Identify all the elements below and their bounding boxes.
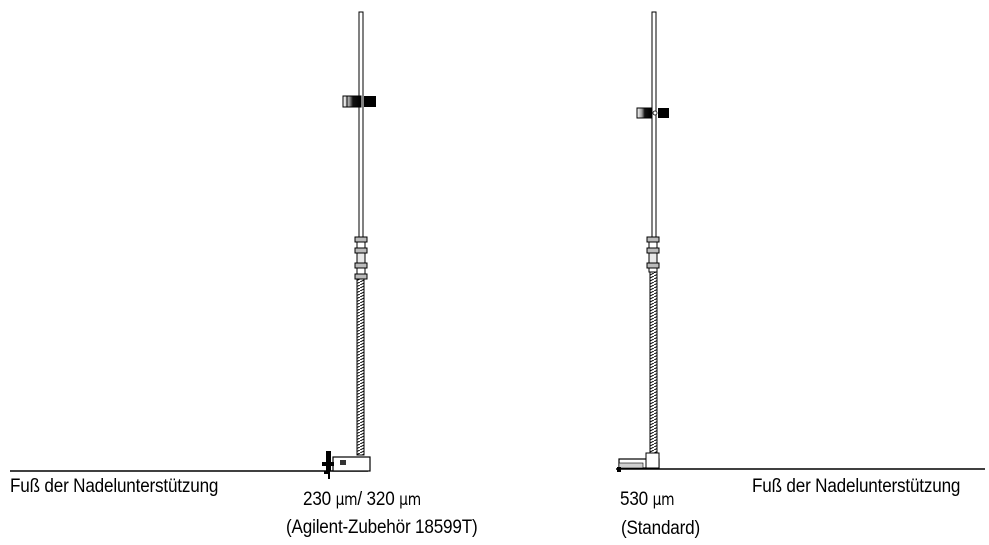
left-size-label: 230 µm/ 320 µm [303,489,421,511]
right-plunger-rod [651,11,657,238]
left-size-unit-a: µm [335,490,358,510]
right-syringe-assembly [616,11,985,472]
right-threaded-needle [649,271,658,455]
right-clamp [636,107,669,119]
right-size-value: 530 [620,489,648,510]
left-threaded-needle [356,278,365,456]
left-clamp [342,95,376,108]
left-note-label: (Agilent-Zubehör 18599T) [286,517,478,538]
right-note-label: (Standard) [621,518,701,539]
left-size-separator: / [357,489,367,510]
left-size-value-b: 320 [366,489,395,510]
left-connector [354,236,368,280]
right-base-label: Fuß der Nadelunterstützung [752,476,961,497]
left-syringe-assembly [10,11,376,479]
left-size-unit-b: µm [399,490,421,510]
left-size-value-a: 230 [303,489,331,510]
right-size-label: 530 µm [620,489,675,511]
left-needle-support [322,451,371,479]
right-size-unit: µm [652,490,675,510]
left-base-label: Fuß der Nadelunterstützung [10,476,219,497]
right-connector [646,236,660,273]
right-needle-support [617,452,660,472]
left-plunger-rod [358,11,364,238]
